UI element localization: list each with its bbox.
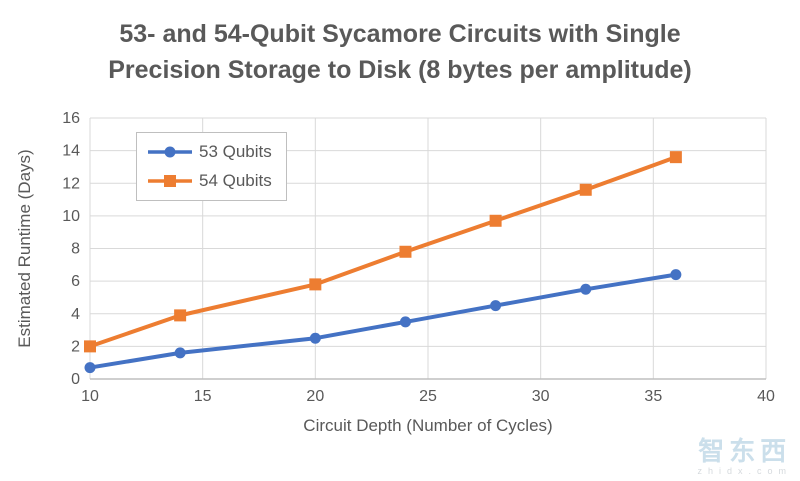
x-tick-label: 15 bbox=[194, 388, 212, 405]
y-tick-label: 12 bbox=[62, 175, 80, 192]
legend-item-53-qubits: 53 Qubits bbox=[147, 142, 272, 162]
data-point-53-qubits bbox=[174, 347, 186, 359]
data-point-53-qubits bbox=[490, 300, 502, 312]
y-axis-title: Estimated Runtime (Days) bbox=[15, 149, 34, 347]
legend-marker-53-qubits-icon bbox=[148, 146, 192, 158]
x-tick-label: 30 bbox=[532, 388, 550, 405]
y-tick-label: 2 bbox=[71, 338, 80, 355]
x-tick-label: 40 bbox=[757, 388, 775, 405]
data-point-54-qubits bbox=[309, 278, 322, 291]
chart-title: 53- and 54-Qubit Sycamore Circuits with … bbox=[0, 16, 800, 88]
legend-label-54-qubits: 54 Qubits bbox=[199, 171, 272, 190]
legend-marker-54-qubits-icon bbox=[148, 175, 192, 187]
data-point-54-qubits bbox=[174, 309, 187, 322]
data-point-53-qubits bbox=[399, 316, 411, 328]
chart-title-line1: 53- and 54-Qubit Sycamore Circuits with … bbox=[119, 20, 681, 48]
y-tick-label: 16 bbox=[62, 110, 80, 127]
y-tick-label: 6 bbox=[71, 273, 80, 290]
x-axis-title: Circuit Depth (Number of Cycles) bbox=[303, 416, 552, 435]
x-tick-label: 25 bbox=[419, 388, 437, 405]
data-point-54-qubits bbox=[399, 245, 412, 258]
data-point-53-qubits bbox=[670, 269, 682, 281]
legend: 53 Qubits 54 Qubits bbox=[136, 132, 287, 201]
y-tick-label: 4 bbox=[71, 306, 80, 323]
x-tick-label: 20 bbox=[306, 388, 324, 405]
data-point-54-qubits bbox=[84, 340, 96, 353]
chart-title-line2: Precision Storage to Disk (8 bytes per a… bbox=[108, 56, 692, 84]
y-tick-label: 8 bbox=[71, 241, 80, 258]
x-tick-label: 35 bbox=[644, 388, 662, 405]
data-point-53-qubits bbox=[309, 332, 321, 344]
legend-item-54-qubits: 54 Qubits bbox=[147, 171, 272, 191]
data-point-53-qubits bbox=[84, 362, 96, 374]
x-tick-label: 10 bbox=[81, 388, 99, 405]
data-point-54-qubits bbox=[489, 214, 502, 227]
data-point-54-qubits bbox=[579, 183, 592, 196]
y-tick-label: 0 bbox=[71, 371, 80, 388]
legend-label-53-qubits: 53 Qubits bbox=[199, 142, 272, 161]
y-tick-label: 10 bbox=[62, 208, 80, 225]
y-tick-label: 14 bbox=[62, 143, 80, 160]
data-point-54-qubits bbox=[669, 151, 682, 164]
data-point-53-qubits bbox=[580, 283, 592, 295]
